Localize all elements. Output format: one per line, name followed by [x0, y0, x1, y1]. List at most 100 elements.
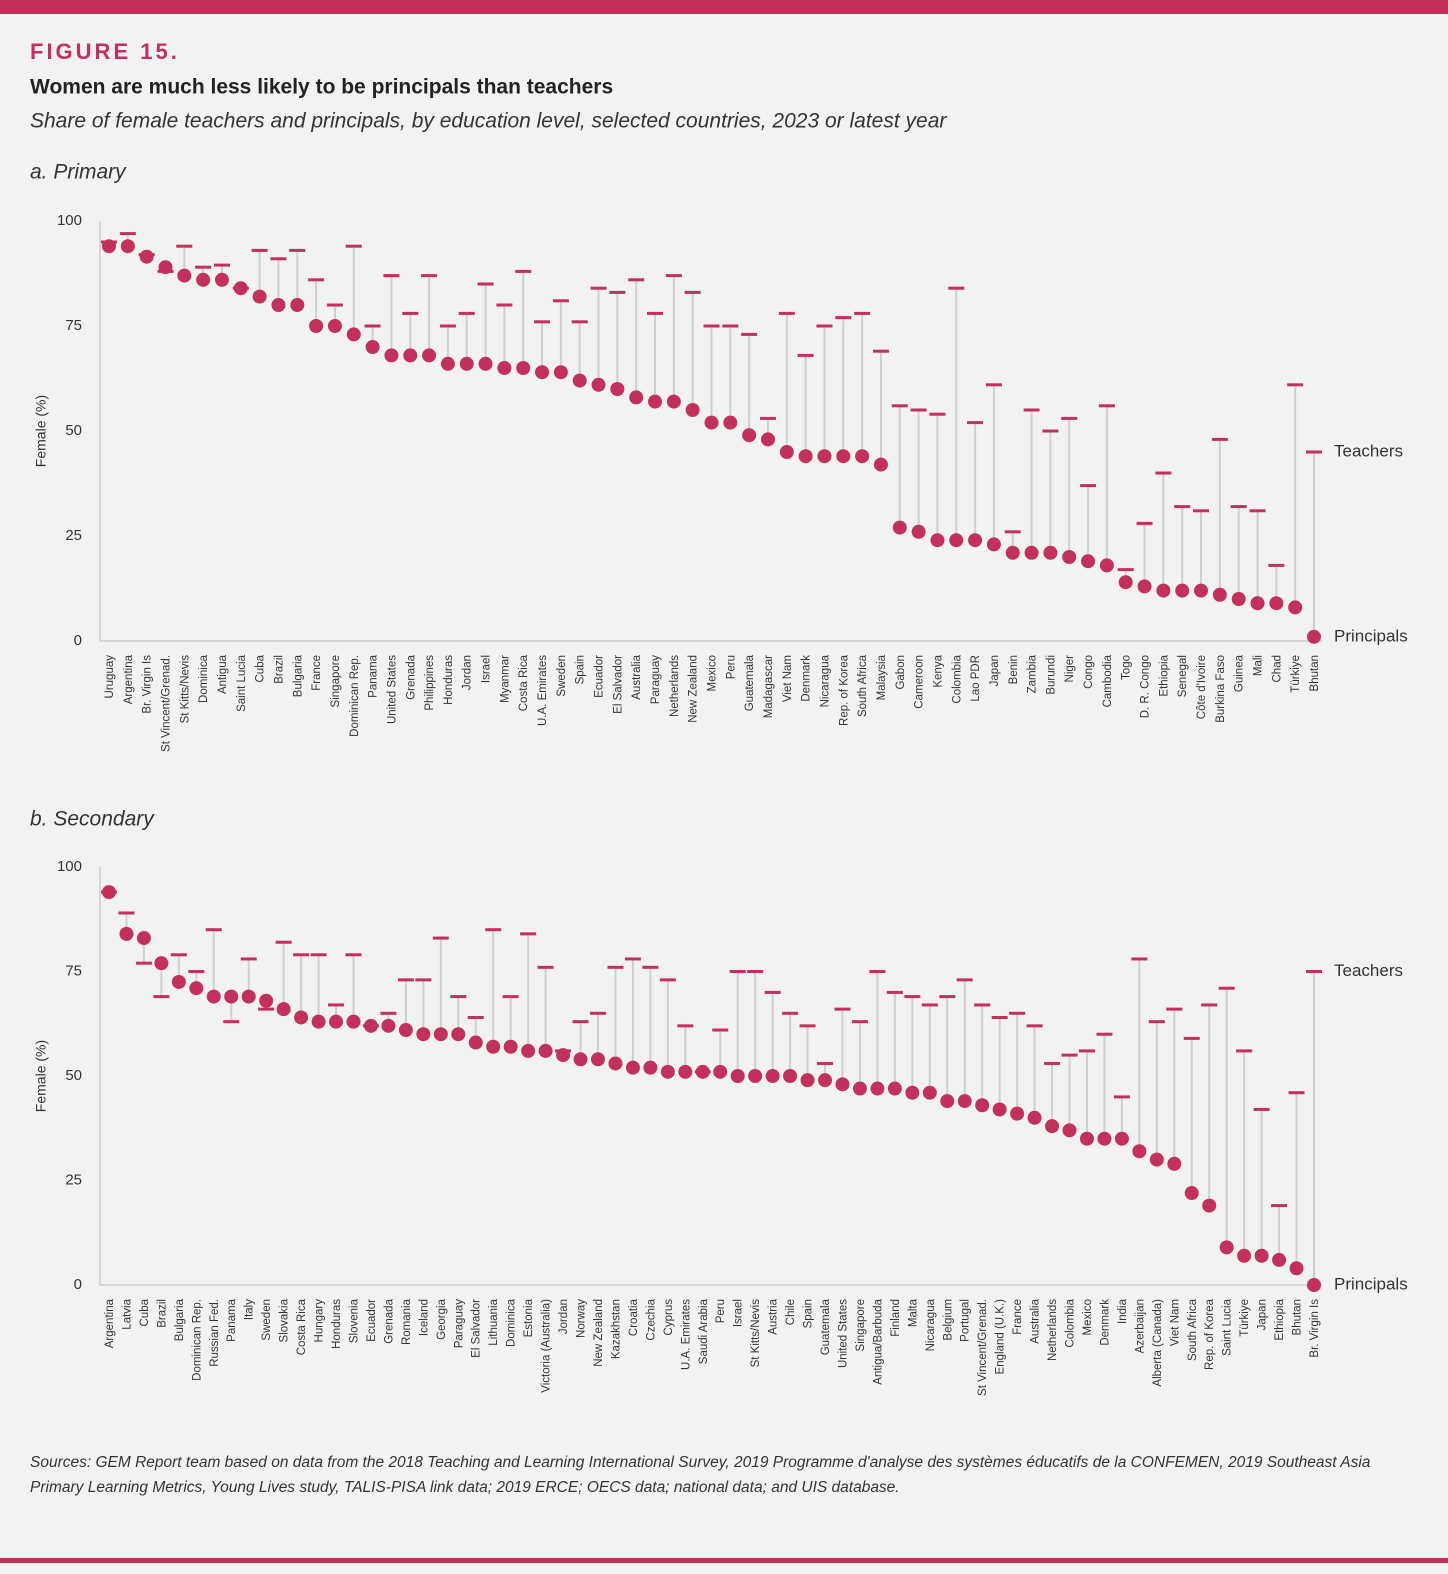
principal-dot	[723, 415, 738, 430]
principal-dot	[986, 537, 1001, 552]
x-tick-label: Japan	[1257, 1299, 1269, 1330]
principal-dot	[779, 445, 794, 459]
x-tick-label: Cuba	[255, 654, 267, 682]
teacher-dash	[534, 320, 551, 324]
x-tick-label: Iceland	[418, 1299, 430, 1336]
teacher-dash	[835, 316, 852, 320]
principal-dot	[451, 1027, 466, 1042]
principal-dot	[922, 1085, 937, 1100]
teacher-dash	[929, 412, 946, 416]
source-note: Sources: GEM Report team based on data f…	[30, 1454, 1371, 1496]
principal-dot	[276, 1002, 291, 1017]
principal-dot	[1137, 579, 1152, 594]
principal-dot	[798, 449, 813, 464]
x-tick-label: Norway	[576, 1299, 588, 1338]
x-tick-label: Madagascar	[763, 655, 775, 718]
x-tick-label: Victoria (Australia)	[541, 1299, 553, 1393]
x-tick-label: Rep. of Korea	[838, 654, 850, 726]
x-tick-label: Hungary	[314, 1299, 326, 1343]
teacher-dash	[991, 1015, 1008, 1019]
principal-dot	[1114, 1131, 1129, 1146]
x-tick-label: Peru	[725, 655, 737, 679]
principal-dot	[154, 956, 169, 971]
teacher-dash	[741, 332, 758, 336]
teacher-dash	[439, 324, 456, 328]
principal-dot	[478, 356, 493, 371]
teacher-dash	[967, 421, 984, 425]
teacher-dash	[607, 965, 624, 969]
teacher-dash	[1249, 509, 1266, 513]
figure-label: FIGURE 15.	[30, 39, 180, 64]
x-tick-label: Belgium	[942, 1299, 954, 1341]
x-tick-label: Colombia	[951, 654, 963, 703]
top-band	[0, 0, 1448, 14]
teacher-dash	[310, 953, 327, 957]
principal-dot	[892, 520, 907, 535]
teacher-dash	[1193, 509, 1210, 513]
x-tick-label: Brazil	[273, 655, 285, 684]
x-tick-label: Colombia	[1065, 1298, 1077, 1347]
teacher-dash	[851, 1020, 868, 1024]
principal-dot	[713, 1064, 728, 1079]
principal-dot	[206, 989, 221, 1004]
teacher-dash	[1253, 1107, 1270, 1111]
principal-dot	[992, 1102, 1007, 1117]
teacher-dash	[854, 311, 871, 315]
teacher-dash	[891, 404, 908, 408]
x-tick-label: India	[1117, 1298, 1129, 1324]
teacher-dash	[467, 1015, 484, 1019]
x-tick-label: Antigua/Barbuda	[872, 1298, 884, 1384]
x-tick-label: Sweden	[556, 655, 568, 697]
x-tick-label: Denmark	[801, 655, 813, 702]
teacher-dash	[677, 1024, 694, 1028]
principal-dot	[120, 239, 135, 254]
teacher-dash	[1096, 1032, 1113, 1036]
principal-dot	[873, 457, 888, 472]
teacher-dash	[778, 311, 795, 315]
principal-dot	[535, 365, 550, 380]
x-tick-label: El Salvador	[471, 1299, 483, 1358]
principal-dot	[1118, 575, 1133, 590]
principal-dot	[783, 1069, 798, 1083]
principal-dot	[1062, 1123, 1077, 1138]
x-tick-label: Niger	[1064, 655, 1076, 683]
teacher-dash	[797, 353, 814, 357]
principal-dot	[1005, 545, 1020, 560]
teacher-dash	[974, 1003, 991, 1007]
series-label: Principals	[1334, 626, 1408, 645]
x-tick-label: Romania	[401, 1298, 413, 1345]
x-tick-label: Chad	[1271, 655, 1283, 683]
principal-dot	[1231, 592, 1246, 606]
series-label: Teachers	[1334, 441, 1403, 460]
teacher-dash	[642, 965, 659, 969]
principal-dot	[949, 533, 964, 548]
x-tick-label: England (U.K.)	[995, 1299, 1007, 1375]
principal-dot	[1132, 1144, 1147, 1159]
x-tick-label: St Kitts/Nevis	[750, 1299, 762, 1368]
x-tick-label: U.A. Emirates	[680, 1299, 692, 1370]
teacher-dash	[722, 324, 739, 328]
teacher-dash	[684, 290, 701, 294]
x-tick-label: Costa Rica	[518, 654, 530, 711]
teacher-dash	[590, 286, 607, 290]
teacher-dash	[659, 978, 676, 982]
bottom-rule	[0, 1558, 1448, 1563]
x-tick-label: Nicaragua	[819, 654, 831, 707]
x-tick-label: Myanmar	[499, 655, 511, 703]
x-tick-label: Paraguay	[650, 655, 662, 704]
x-tick-label: Alberta (Canada)	[1152, 1299, 1164, 1387]
x-tick-label: Lithuania	[488, 1298, 500, 1345]
x-tick-label: Australia	[631, 654, 643, 699]
principal-dot	[327, 319, 342, 333]
x-tick-label: United States	[837, 1299, 849, 1368]
teacher-dash	[624, 957, 641, 961]
teacher-dash	[1136, 521, 1153, 525]
principal-dot	[259, 993, 274, 1008]
x-tick-label: Costa Rica	[296, 1298, 308, 1355]
principal-dot	[643, 1060, 658, 1075]
x-tick-label: U.A. Emirates	[537, 655, 549, 726]
x-tick-label: Mexico	[707, 655, 719, 691]
principal-dot	[1079, 1131, 1094, 1146]
x-tick-label: Georgia	[436, 1298, 448, 1340]
